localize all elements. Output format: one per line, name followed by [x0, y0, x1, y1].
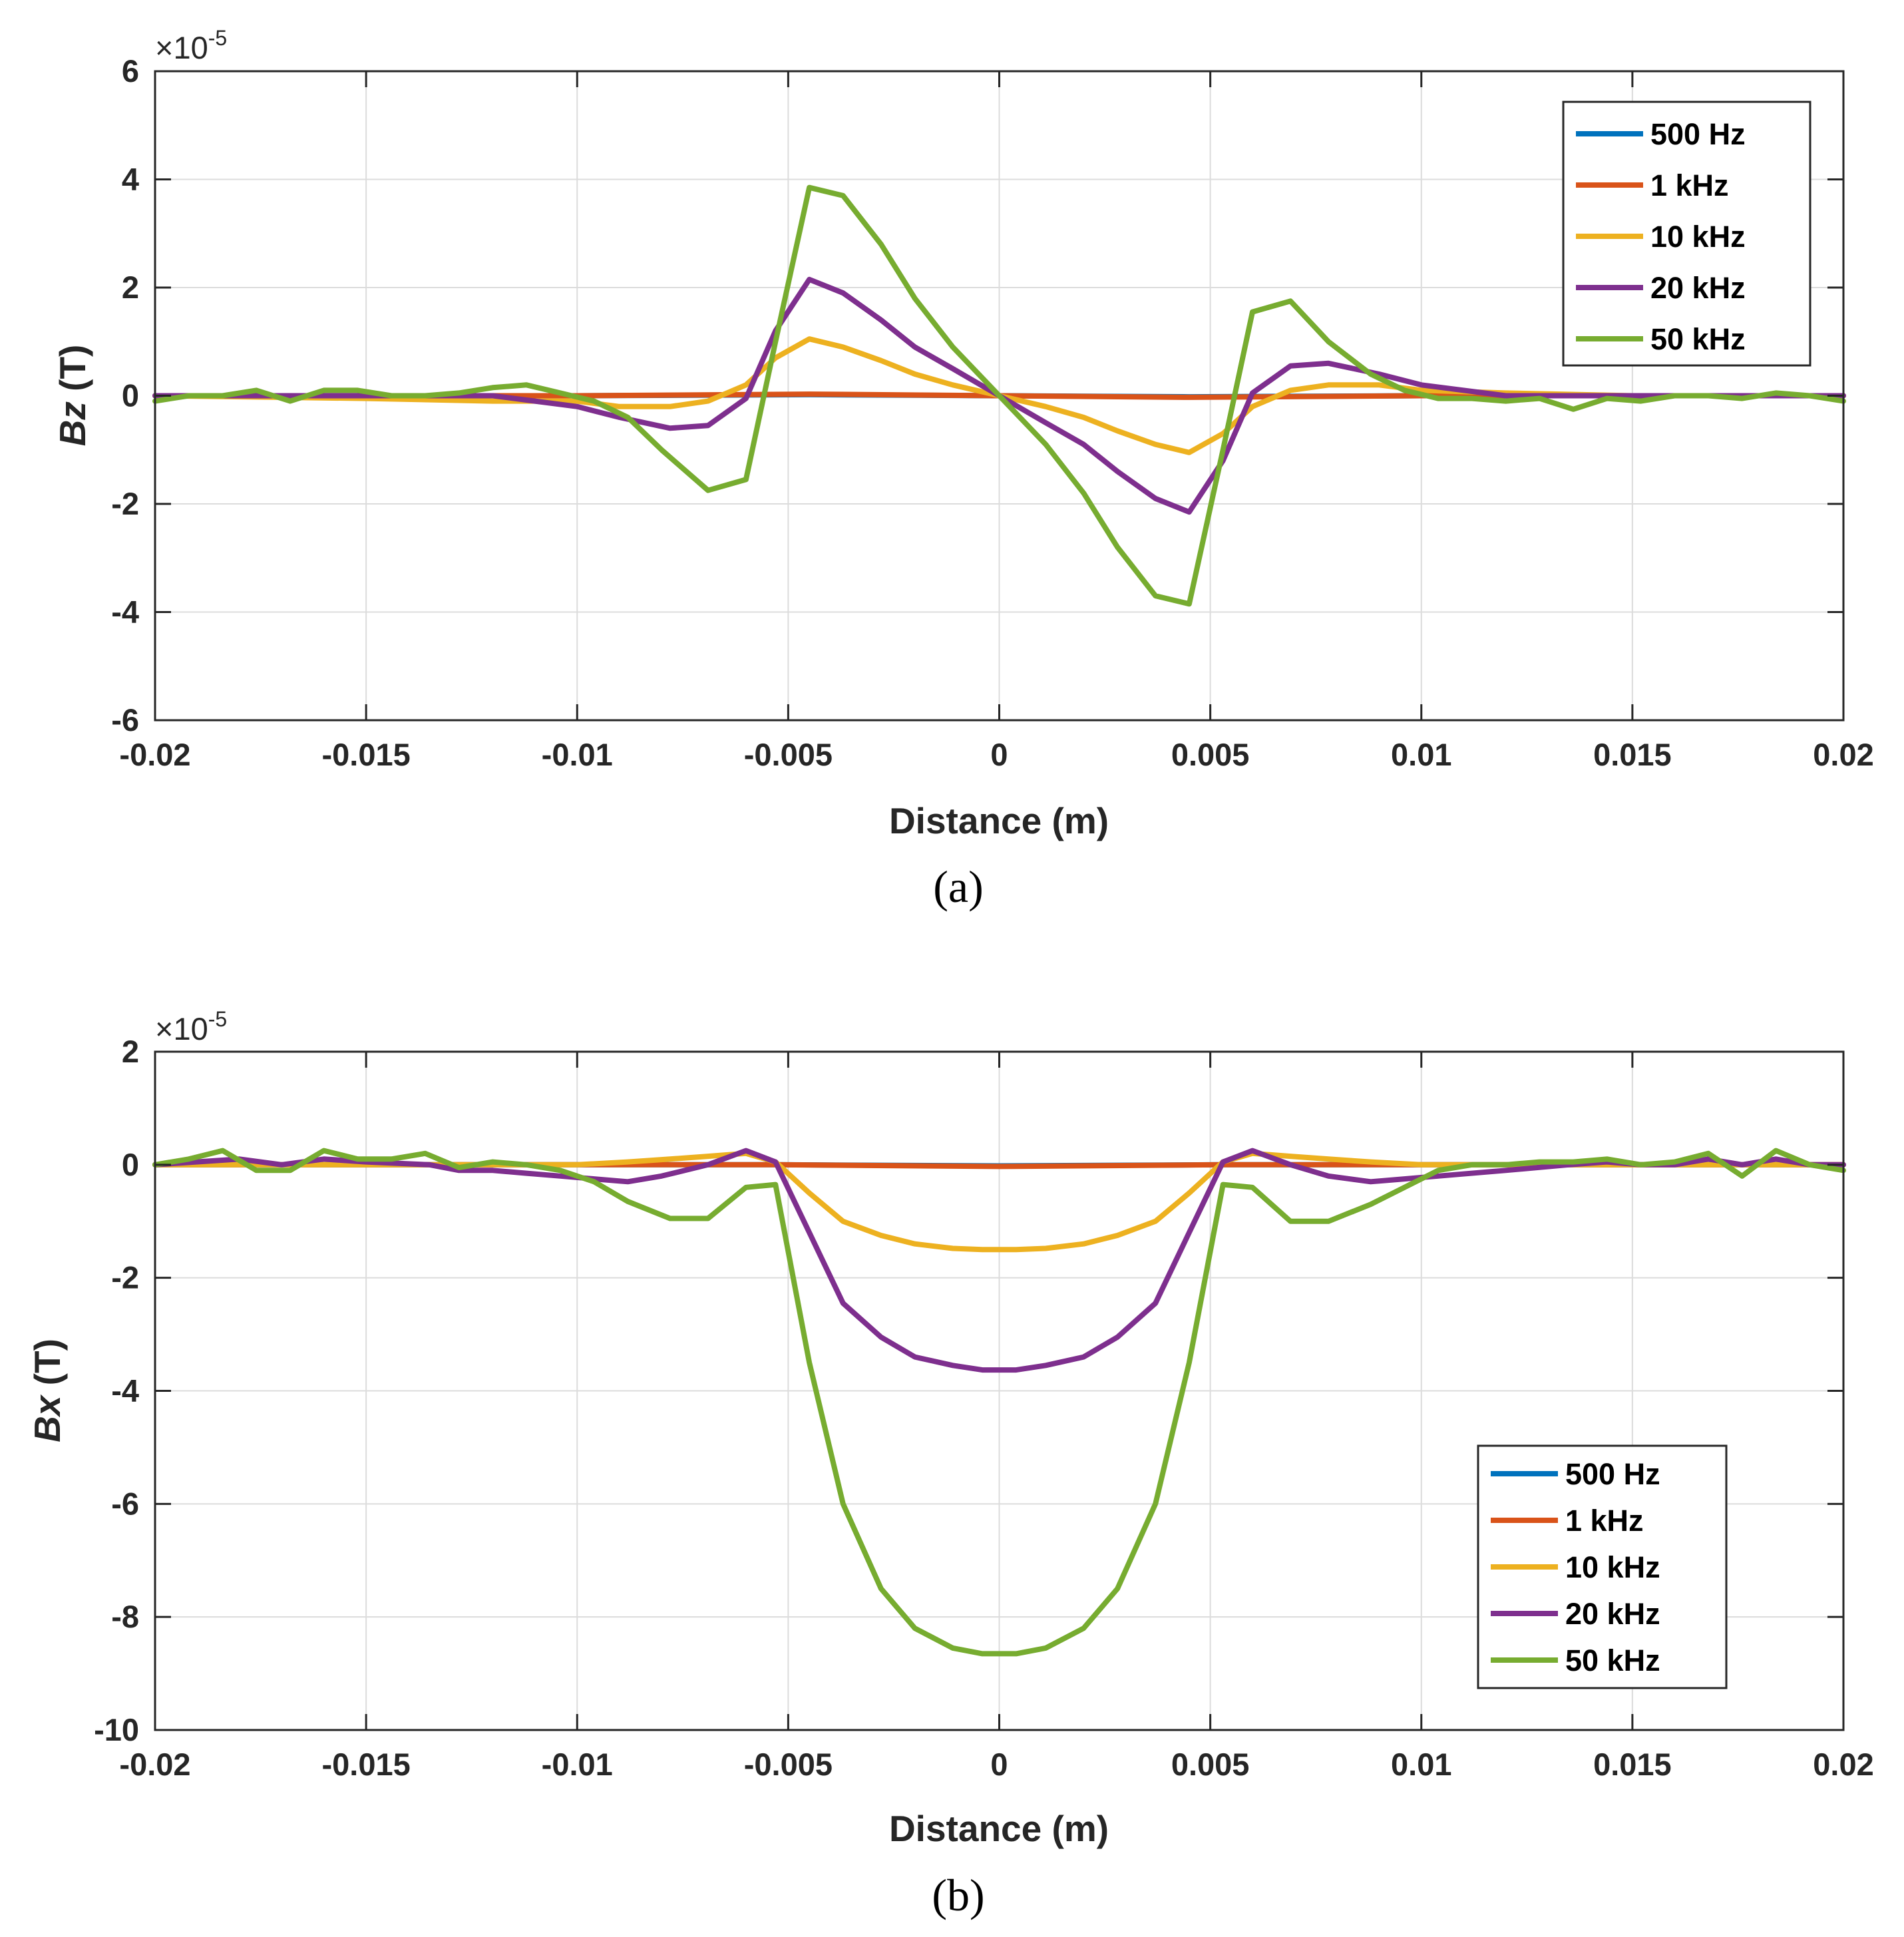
y-tick-labels-a: -6 -4 -2 0 2 4 6 — [111, 53, 139, 738]
x-tick-label: 0.02 — [1813, 737, 1873, 772]
ticks-a — [154, 70, 1845, 722]
legend-a: 500 Hz 1 kHz 10 kHz 20 kHz 50 kHz — [1562, 101, 1811, 367]
y-tick-labels-b: -10 -8 -6 -4 -2 0 2 — [94, 1034, 139, 1747]
y-exponent-a: ×10-5 — [155, 26, 227, 65]
legend-label-1-khz: 1 kHz — [1650, 168, 1729, 202]
legend-label-20-khz: 20 kHz — [1650, 271, 1746, 305]
x-tick-label: 0.01 — [1391, 1747, 1451, 1782]
series-group-b — [152, 1148, 1846, 1657]
y-tick-label: 6 — [122, 53, 139, 89]
x-tick-label: -0.02 — [119, 737, 190, 772]
x-tick-label: 0 — [990, 1747, 1008, 1782]
y-tick-label: -10 — [94, 1712, 139, 1747]
x-tick-label: -0.01 — [542, 1747, 613, 1782]
x-axis-label-b: Distance (m) — [889, 1808, 1109, 1849]
y-exponent-b: ×10-5 — [155, 1007, 227, 1046]
series-line-10-khz — [152, 1150, 1846, 1253]
series-line-20-khz — [152, 1148, 1846, 1373]
x-tick-label: 0.005 — [1171, 1747, 1250, 1782]
x-tick-label: 0 — [990, 737, 1008, 772]
y-tick-label: -6 — [111, 702, 139, 738]
x-axis-label-a: Distance (m) — [889, 800, 1109, 841]
x-tick-label: -0.02 — [119, 1747, 190, 1782]
series-line-20-khz — [152, 276, 1846, 515]
x-tick-label: 0.02 — [1813, 1747, 1873, 1782]
series-line-50-khz — [152, 1148, 1846, 1657]
legend-b: 500 Hz 1 kHz 10 kHz 20 kHz 50 kHz — [1477, 1444, 1728, 1689]
x-tick-labels-a: -0.02 -0.015 -0.01 -0.005 0 0.005 0.01 0.015 0.0… — [119, 737, 1873, 772]
y-axis-label-a: Bz (T) — [52, 345, 93, 447]
x-tick-label: -0.005 — [744, 737, 833, 772]
legend-label-50-khz: 50 kHz — [1650, 322, 1746, 356]
x-tick-label: -0.015 — [321, 1747, 410, 1782]
y-tick-label: 4 — [122, 162, 139, 197]
y-tick-label: 0 — [122, 1147, 139, 1182]
legend-label-10-khz: 10 kHz — [1565, 1550, 1660, 1584]
y-tick-label: -8 — [111, 1599, 139, 1634]
series-line-50-khz — [152, 184, 1846, 607]
y-axis-label-b: Bx (T) — [27, 1339, 68, 1442]
panel-b: -0.02 -0.015 -0.01 -0.005 0 0.005 0.01 0.015 0.0… — [27, 1007, 1874, 1920]
y-tick-label: 2 — [122, 1034, 139, 1069]
caption-a: (a) — [933, 861, 983, 912]
x-tick-label: 0.01 — [1391, 737, 1451, 772]
y-tick-label: -4 — [111, 594, 139, 630]
legend-label-500-hz: 500 Hz — [1565, 1457, 1660, 1491]
x-tick-label: -0.015 — [321, 737, 410, 772]
x-tick-label: 0.015 — [1593, 737, 1672, 772]
ticks-b — [154, 1050, 1845, 1731]
legend-label-20-khz: 20 kHz — [1565, 1597, 1660, 1631]
y-tick-label: -2 — [111, 486, 139, 521]
legend-label-10-khz: 10 kHz — [1650, 220, 1746, 254]
y-tick-label: -6 — [111, 1486, 139, 1521]
x-tick-label: -0.01 — [542, 737, 613, 772]
legend-label-500-hz: 500 Hz — [1650, 117, 1746, 151]
x-tick-labels-b: -0.02 -0.015 -0.01 -0.005 0 0.005 0.01 0.015 0.0… — [119, 1747, 1873, 1782]
x-tick-label: 0.015 — [1593, 1747, 1672, 1782]
x-tick-label: 0.005 — [1171, 737, 1250, 772]
legend-label-1-khz: 1 kHz — [1565, 1504, 1644, 1538]
panel-a: -0.02 -0.015 -0.01 -0.005 0 0.005 0.01 0.015 0.0… — [52, 26, 1874, 912]
legend-label-50-khz: 50 kHz — [1565, 1643, 1660, 1677]
y-tick-label: -2 — [111, 1260, 139, 1295]
y-tick-label: 2 — [122, 270, 139, 305]
caption-b: (b) — [932, 1870, 984, 1920]
y-tick-label: 0 — [122, 378, 139, 413]
x-tick-label: -0.005 — [744, 1747, 833, 1782]
series-group-a — [152, 184, 1846, 607]
y-tick-label: -4 — [111, 1373, 139, 1408]
